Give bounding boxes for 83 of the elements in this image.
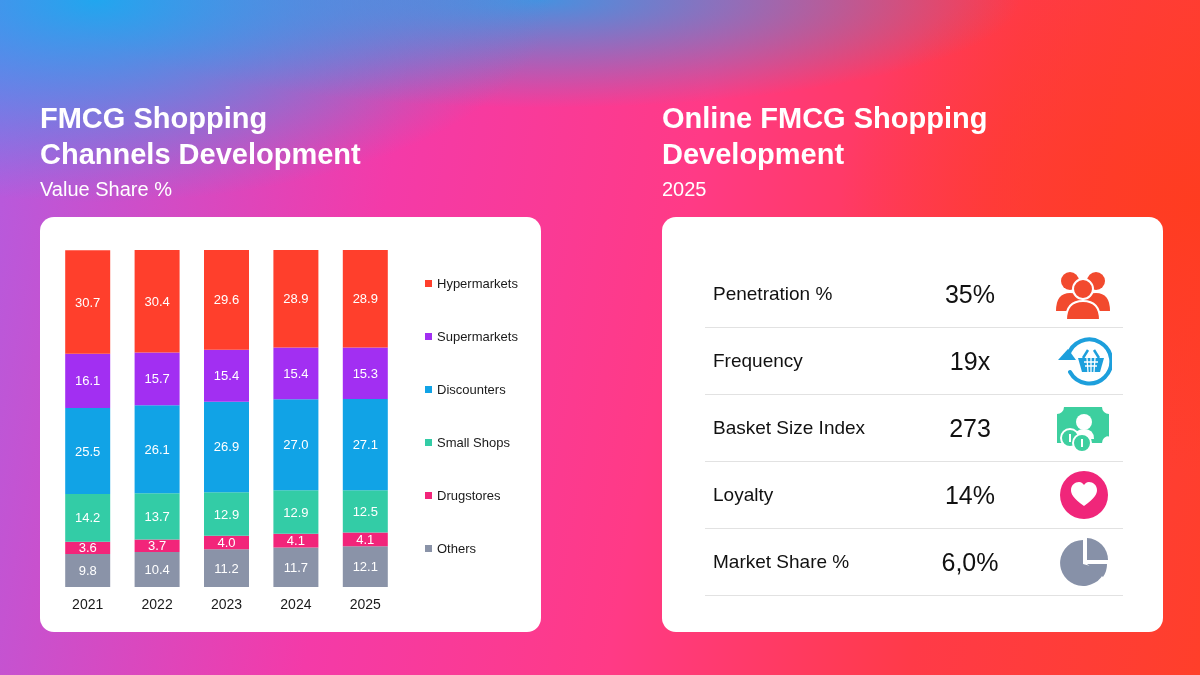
x-tick-label: 2021 xyxy=(72,596,104,612)
text: 2025 xyxy=(662,177,708,202)
data-label: 12.9 xyxy=(213,506,240,522)
legend-label: Hypermarkets xyxy=(437,276,519,291)
legend-label: Supermarkets xyxy=(437,329,519,344)
bar xyxy=(273,533,319,548)
legend-label: Others xyxy=(437,541,477,556)
x-tick-label: 2023 xyxy=(210,596,243,612)
bar xyxy=(204,492,249,536)
legend-label: Drugstores xyxy=(437,488,502,503)
bar xyxy=(134,539,180,552)
x-tick-label: 2025 xyxy=(349,596,382,612)
bar xyxy=(342,490,388,533)
data-label: 12.1 xyxy=(352,559,378,575)
bar xyxy=(134,352,180,406)
bar xyxy=(65,553,111,587)
text: Market Share % xyxy=(713,550,850,574)
text: Penetration % xyxy=(713,282,833,306)
data-label: 4.0 xyxy=(217,535,236,551)
text: Loyalty xyxy=(713,483,774,507)
bar xyxy=(65,408,111,494)
bar xyxy=(134,551,180,587)
data-label: 10.4 xyxy=(144,561,170,577)
data-label: 15.4 xyxy=(213,368,240,384)
data-label: 3.6 xyxy=(78,540,97,556)
chart-subtitle: Value Share % xyxy=(40,177,173,202)
data-label: 27.0 xyxy=(283,437,309,453)
legend-label: Discounters xyxy=(437,382,507,397)
data-label: 12.5 xyxy=(352,503,378,519)
x-tick-label: 2022 xyxy=(141,596,173,612)
bar xyxy=(134,250,180,353)
bar xyxy=(204,401,249,493)
bar xyxy=(342,532,388,547)
data-label: 29.6 xyxy=(213,292,240,308)
bar xyxy=(204,250,249,350)
bar xyxy=(65,353,111,409)
bar xyxy=(65,250,111,354)
legend-label: Small Shops xyxy=(437,435,511,450)
text: 14% xyxy=(943,480,996,511)
bar xyxy=(134,493,180,540)
bar xyxy=(342,250,388,348)
data-label: 14.2 xyxy=(75,510,101,526)
text: Frequency xyxy=(713,349,803,373)
data-label: 28.9 xyxy=(352,291,378,307)
x-tick-label: 2024 xyxy=(280,596,312,612)
data-label: 26.1 xyxy=(144,441,170,457)
bar xyxy=(273,399,319,491)
bar xyxy=(342,347,388,399)
data-label: 13.7 xyxy=(144,508,170,524)
data-label: 4.1 xyxy=(286,533,305,549)
text: Basket Size Index xyxy=(713,416,866,440)
bar xyxy=(204,549,249,587)
chart-title: FMCG Shopping Channels Development xyxy=(40,101,362,172)
text: 19x xyxy=(948,346,992,377)
bar xyxy=(273,490,319,534)
data-label: 27.1 xyxy=(352,437,378,453)
data-label: 30.7 xyxy=(75,294,101,310)
bar xyxy=(65,493,111,542)
bar xyxy=(342,546,388,587)
text: Online FMCG Shopping Development xyxy=(662,101,989,172)
text: 273 xyxy=(948,413,992,444)
data-label: 12.9 xyxy=(283,504,309,520)
data-label: 15.4 xyxy=(283,365,309,381)
bar xyxy=(134,405,180,494)
data-label: 4.1 xyxy=(356,531,375,547)
bar xyxy=(204,349,249,402)
data-label: 15.7 xyxy=(144,371,170,387)
data-label: 30.4 xyxy=(144,293,170,309)
text: 6,0% xyxy=(940,547,1000,578)
bar xyxy=(273,547,319,587)
data-label: 9.8 xyxy=(78,562,97,578)
bar xyxy=(342,398,388,491)
data-label: 28.9 xyxy=(283,291,309,307)
data-label: 26.9 xyxy=(213,439,240,455)
bar xyxy=(273,250,319,348)
data-label: 3.7 xyxy=(148,538,167,554)
data-label: 15.3 xyxy=(352,365,378,381)
data-label: 11.7 xyxy=(283,559,309,575)
data-label: 25.5 xyxy=(75,443,101,459)
data-label: 11.2 xyxy=(214,560,239,576)
data-label: 16.1 xyxy=(75,373,101,389)
text: 35% xyxy=(943,279,996,310)
bar xyxy=(273,347,319,400)
